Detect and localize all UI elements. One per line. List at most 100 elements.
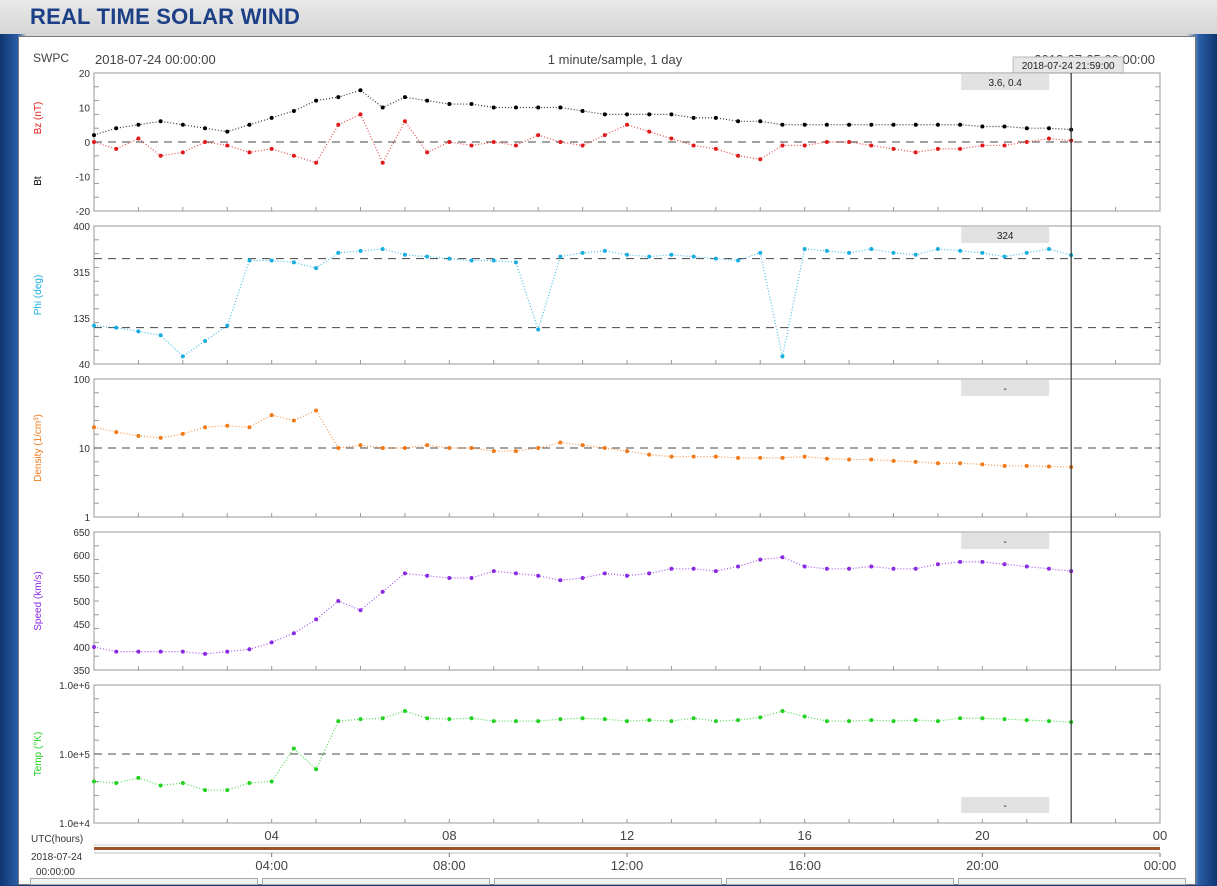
bottom-tab[interactable] [30,878,258,885]
page-title: REAL TIME SOLAR WIND [30,4,301,29]
y-tick-label: 650 [73,528,90,539]
readout-value: 3.6, 0.4 [988,78,1022,89]
data-point-density [158,435,163,440]
data-point-density [491,449,496,454]
data-point-density [869,457,874,462]
data-point-density [891,458,896,463]
data-point-phi [136,329,141,334]
data-point-bz [802,143,807,148]
x-bottom-tick-label: 16:00 [788,858,821,873]
data-point-bz [269,146,274,151]
y-tick-label: 400 [73,222,90,233]
y-tick-label: -10 [76,173,91,184]
data-point-density [802,454,807,459]
data-point-phi [158,333,163,338]
data-point-speed [691,566,696,571]
data-point-bz [891,146,896,151]
data-point-bt [824,122,829,127]
data-point-density [536,446,541,450]
data-point-phi [358,248,363,253]
data-point-density [647,452,652,457]
data-point-bt [203,126,208,131]
data-point-temp [158,783,163,788]
time-label: 00:00:00 [36,867,75,878]
data-point-temp [469,716,474,721]
data-point-speed [291,631,296,636]
data-point-phi [713,256,718,261]
cadence-label: 1 minute/sample, 1 day [548,52,683,67]
data-point-temp [491,719,496,724]
data-point-speed [602,571,607,576]
data-point-speed [758,557,763,562]
data-point-bt [291,108,296,113]
data-point-bz [758,157,763,162]
readout-box [961,380,1050,396]
plot-frame[interactable]: SWPC 2018-07-24 00:00:00 1 minute/sample, … [18,36,1196,885]
solar-wind-chart[interactable]: SWPC 2018-07-24 00:00:00 1 minute/sample, … [19,37,1197,886]
header-bar: REAL TIME SOLAR WIND [0,0,1217,34]
data-point-density [1024,463,1029,468]
readout-value: - [1003,384,1006,395]
data-point-bz [913,150,918,155]
bottom-tab[interactable] [494,878,722,885]
data-point-temp [513,719,518,724]
data-point-temp [958,716,963,721]
y-tick-label: 550 [73,574,90,585]
data-point-phi [980,250,985,255]
x-bottom-tick-label: 08:00 [433,858,466,873]
utc-label: UTC(hours) [31,834,83,845]
y-axis-label: Density (1/cm³) [33,414,44,482]
data-point-temp [402,708,407,713]
bottom-tab[interactable] [726,878,954,885]
data-point-phi [558,254,563,259]
data-point-bt [780,122,785,127]
data-point-bz [536,133,541,138]
data-point-phi [847,250,852,255]
cursor-time-label: 2018-07-24 21:59:00 [1022,61,1115,72]
data-point-density [758,455,763,460]
data-point-bt [802,122,807,127]
data-point-speed [824,566,829,571]
bottom-tab[interactable] [958,878,1186,885]
data-point-speed [580,576,585,580]
data-point-temp [1046,719,1051,724]
data-point-speed [513,571,518,576]
y-tick-label: 20 [79,69,91,80]
x-bottom-tick-label: 04:00 [255,858,288,873]
x-tick-label: 00 [1153,828,1167,843]
data-point-bt [1024,126,1029,131]
data-point-phi [780,354,785,359]
timeline-bar[interactable] [94,847,1160,850]
data-point-temp [824,719,829,724]
data-point-bt [869,122,874,127]
readout-value: - [1003,537,1006,548]
y-tick-label: 1.0e+5 [59,750,90,761]
data-point-bt [913,122,918,127]
data-point-bt [580,108,585,113]
y-axis-label: Bz (nT) [33,102,44,135]
data-point-bz [1046,136,1051,141]
y-tick-label: 450 [73,620,90,631]
y-tick-label: 10 [79,104,91,115]
x-tick-label: 08 [442,828,456,843]
data-point-speed [136,649,141,654]
data-point-phi [891,250,896,255]
data-point-speed [558,578,563,583]
data-point-speed [425,573,430,578]
data-point-temp [713,719,718,724]
data-point-bt [114,126,119,131]
data-point-phi [247,258,252,263]
data-point-speed [935,562,940,567]
data-point-speed [158,649,163,654]
bottom-tab[interactable] [262,878,490,885]
data-point-phi [602,248,607,253]
data-point-phi [402,252,407,257]
data-point-speed [736,564,741,569]
data-point-bz [402,119,407,124]
data-point-phi [380,247,385,251]
data-point-phi [691,254,696,259]
y-axis-label: Phi (deg) [33,275,44,316]
readout-value: 324 [997,231,1014,242]
data-point-density [736,455,741,460]
data-point-density [847,457,852,462]
